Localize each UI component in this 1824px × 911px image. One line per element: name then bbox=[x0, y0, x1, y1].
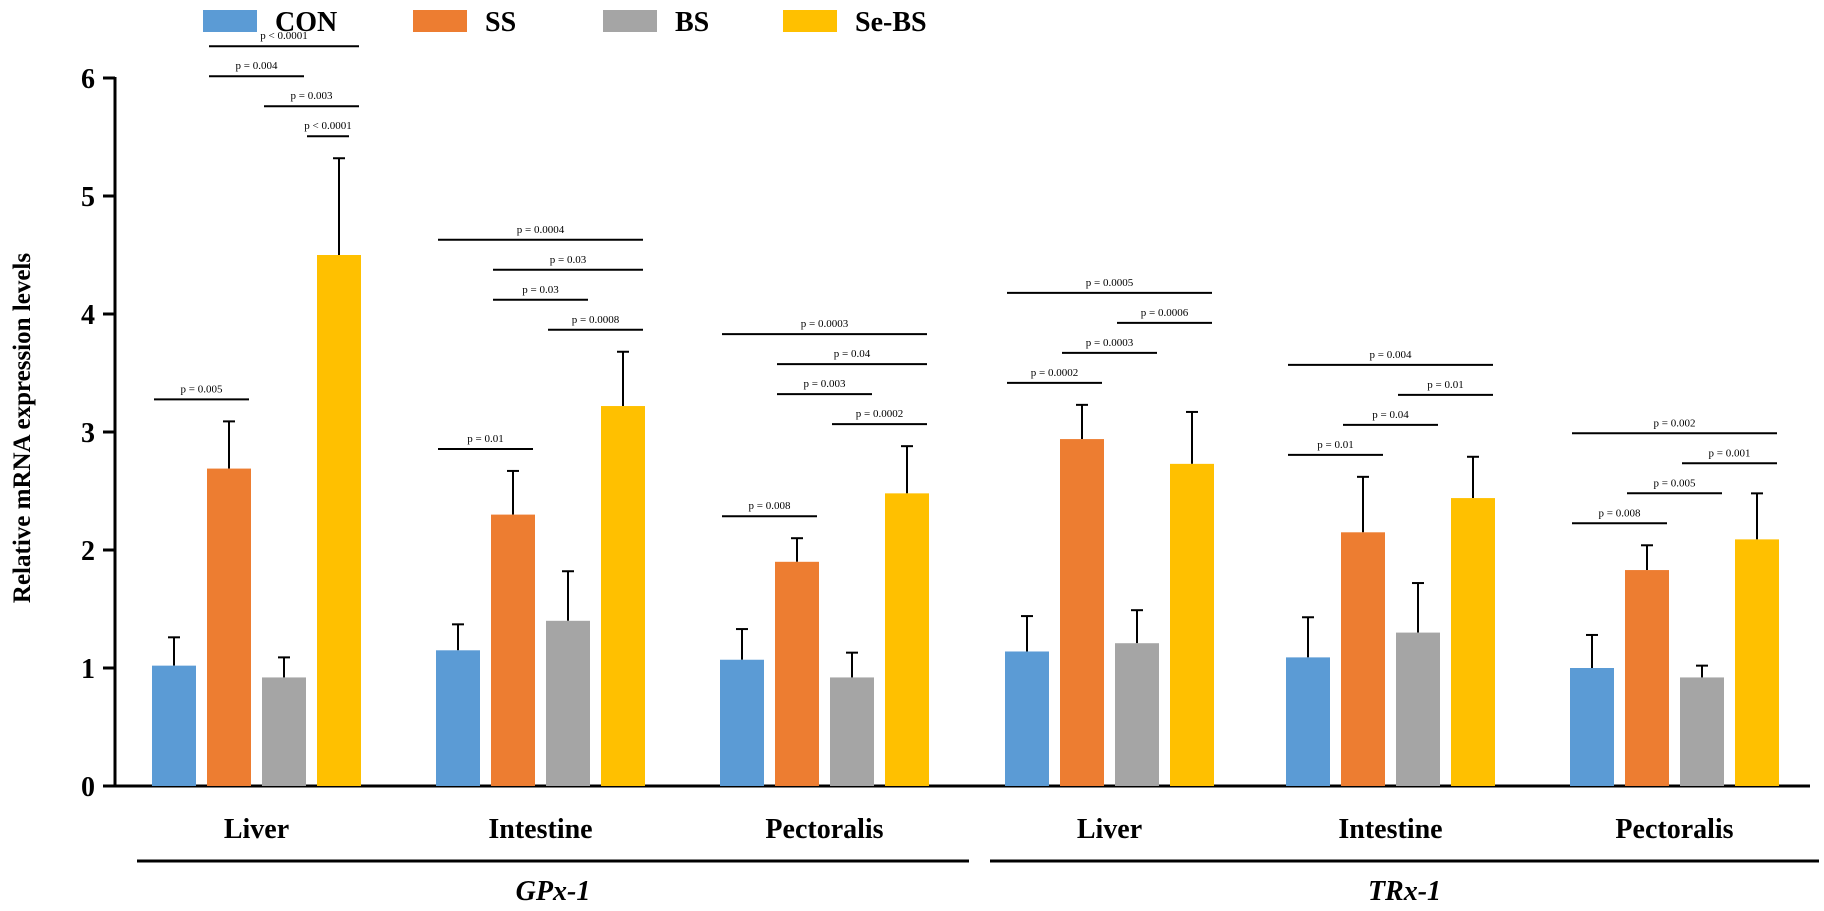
x-tick-label: Liver bbox=[224, 814, 289, 845]
p-value-label: p = 0.03 bbox=[550, 254, 587, 266]
legend-item-se-bs: Se-BS bbox=[783, 7, 927, 38]
bar-ss bbox=[1341, 532, 1385, 786]
gene-group-brackets: GPx-1 TRx-1 bbox=[137, 859, 1819, 907]
p-value-label: p = 0.005 bbox=[181, 383, 223, 395]
bar-bs bbox=[1680, 677, 1724, 786]
p-value-label: p = 0.0003 bbox=[801, 318, 849, 330]
y-axis-label: Relative mRNA expression levels bbox=[9, 253, 36, 603]
p-value-label: p = 0.001 bbox=[1709, 447, 1751, 459]
y-tick-label: 0 bbox=[81, 772, 95, 803]
bar-con bbox=[720, 659, 764, 786]
gene-group-label: TRx-1 bbox=[1368, 876, 1441, 907]
p-value-label: p = 0.003 bbox=[291, 90, 333, 102]
x-tick-label: Pectoralis bbox=[1615, 814, 1733, 845]
bar-se-bs bbox=[1735, 539, 1779, 786]
p-value-label: p = 0.0004 bbox=[517, 224, 565, 236]
legend-item-ss: SS bbox=[413, 7, 516, 38]
legend-swatch bbox=[203, 10, 257, 32]
legend-label: CON bbox=[275, 7, 337, 38]
tissue-group: Liver bbox=[152, 157, 361, 845]
bar-se-bs bbox=[1451, 498, 1495, 786]
bars: Liver Intestine Pectoralis Liver Intestine Pe… bbox=[152, 157, 1779, 845]
legend-label: BS bbox=[675, 7, 709, 38]
tissue-group: Intestine bbox=[1286, 455, 1495, 845]
bar-ss bbox=[775, 561, 819, 786]
y-tick-label: 3 bbox=[81, 418, 95, 449]
p-value-label: p = 0.04 bbox=[1372, 409, 1409, 421]
p-value-label: p < 0.0001 bbox=[304, 120, 351, 132]
p-value-label: p = 0.004 bbox=[236, 60, 278, 72]
gene-group-label: GPx-1 bbox=[516, 876, 591, 907]
bar-bs bbox=[262, 677, 306, 786]
legend-label: Se-BS bbox=[855, 7, 927, 38]
bar-ss bbox=[207, 468, 251, 786]
legend-item-bs: BS bbox=[603, 7, 709, 38]
legend-label: SS bbox=[485, 7, 516, 38]
p-value-label: p = 0.0006 bbox=[1141, 307, 1189, 319]
bar-se-bs bbox=[601, 406, 645, 786]
p-value-label: p = 0.005 bbox=[1654, 477, 1696, 489]
bar-se-bs bbox=[317, 255, 361, 786]
bar-se-bs bbox=[1170, 463, 1214, 786]
y-tick-label: 4 bbox=[81, 300, 95, 331]
p-value-label: p = 0.0005 bbox=[1086, 277, 1134, 289]
legend-swatch bbox=[783, 10, 837, 32]
legend-swatch bbox=[603, 10, 657, 32]
p-value-label: p < 0.0001 bbox=[260, 30, 307, 42]
y-tick-label: 6 bbox=[81, 64, 95, 95]
bar-ss bbox=[1060, 439, 1104, 786]
bar-con bbox=[1570, 668, 1614, 786]
x-tick-label: Intestine bbox=[488, 814, 592, 845]
y-tick-label: 2 bbox=[81, 536, 95, 567]
tissue-group: Pectoralis bbox=[1570, 492, 1779, 845]
p-value-label: p = 0.002 bbox=[1654, 417, 1696, 429]
y-tick-label: 5 bbox=[81, 182, 95, 213]
bar-ss bbox=[1625, 570, 1669, 786]
bar-se-bs bbox=[885, 493, 929, 786]
p-value-label: p = 0.008 bbox=[749, 500, 791, 512]
bar-con bbox=[152, 665, 196, 786]
x-tick-label: Pectoralis bbox=[765, 814, 883, 845]
p-value-label: p = 0.008 bbox=[1599, 507, 1641, 519]
p-value-label: p = 0.01 bbox=[467, 433, 503, 445]
p-value-label: p = 0.03 bbox=[522, 284, 559, 296]
p-value-label: p = 0.0003 bbox=[1086, 337, 1134, 349]
p-value-label: p = 0.003 bbox=[804, 378, 846, 390]
x-tick-label: Intestine bbox=[1338, 814, 1442, 845]
bar-con bbox=[436, 650, 480, 786]
bar-con bbox=[1286, 657, 1330, 786]
tissue-group: Pectoralis bbox=[720, 445, 929, 845]
y-axis: Relative mRNA expression levels 0 1 2 3 4 5 6 bbox=[9, 64, 117, 803]
legend-item-con: CON bbox=[203, 7, 337, 38]
p-value-label: p = 0.04 bbox=[834, 348, 871, 360]
bar-bs bbox=[546, 620, 590, 786]
significance-annotations: p < 0.0001 p = 0.003 p < 0.0001 p = 0.005 p … bbox=[154, 30, 1777, 525]
bar-bs bbox=[1396, 632, 1440, 786]
tissue-group: Intestine bbox=[436, 350, 645, 845]
p-value-label: p = 0.01 bbox=[1317, 439, 1353, 451]
p-value-label: p = 0.0002 bbox=[856, 408, 903, 420]
p-value-label: p = 0.01 bbox=[1427, 379, 1463, 391]
p-value-label: p = 0.004 bbox=[1370, 349, 1412, 361]
bar-bs bbox=[830, 677, 874, 786]
bar-con bbox=[1005, 651, 1049, 786]
legend: CON SS BS Se-BS bbox=[203, 7, 927, 38]
p-value-label: p = 0.0008 bbox=[572, 314, 620, 326]
x-tick-label: Liver bbox=[1077, 814, 1142, 845]
legend-swatch bbox=[413, 10, 467, 32]
tissue-group: Liver bbox=[1005, 403, 1214, 845]
bar-bs bbox=[1115, 643, 1159, 786]
bar-ss bbox=[491, 514, 535, 786]
p-value-label: p = 0.0002 bbox=[1031, 367, 1078, 379]
y-tick-label: 1 bbox=[81, 654, 95, 685]
